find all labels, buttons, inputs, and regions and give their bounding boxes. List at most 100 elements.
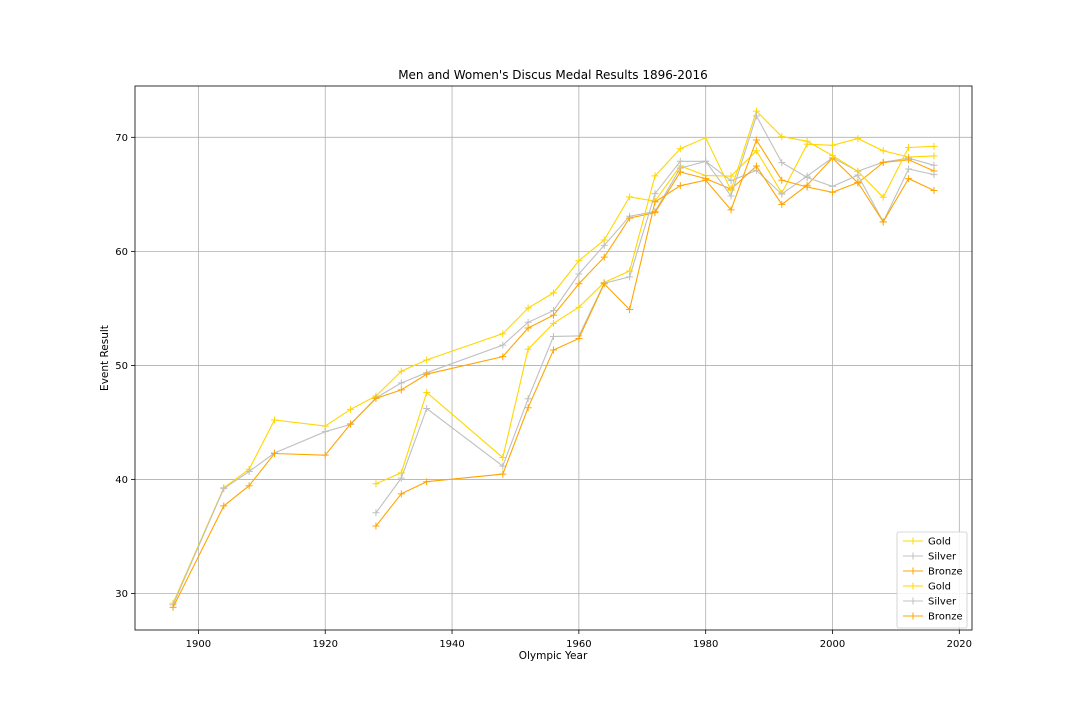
data-point xyxy=(626,193,634,201)
data-point xyxy=(423,478,431,486)
data-point xyxy=(727,177,735,185)
data-point xyxy=(271,416,278,424)
data-point xyxy=(575,280,583,288)
data-point xyxy=(752,162,760,170)
data-point xyxy=(321,428,329,436)
data-point xyxy=(575,270,583,278)
data-point xyxy=(930,152,938,160)
data-point xyxy=(499,341,507,349)
data-point xyxy=(752,112,760,120)
data-point xyxy=(676,145,684,153)
data-point xyxy=(550,332,557,340)
grid xyxy=(135,86,972,630)
x-tick-label: 1900 xyxy=(186,639,211,650)
series-women-gold xyxy=(372,107,938,488)
data-point xyxy=(397,386,405,394)
legend-item: Gold xyxy=(903,582,951,593)
data-point xyxy=(245,482,253,490)
data-point xyxy=(930,171,938,179)
data-point xyxy=(397,367,405,375)
x-axis-label: Olympic Year xyxy=(519,650,588,662)
data-point xyxy=(550,319,557,327)
legend: Gold Silver Bronze Gold Silver Bronze xyxy=(896,531,968,629)
legend-item: Bronze xyxy=(903,612,963,623)
x-tick-label: 2000 xyxy=(820,639,845,650)
x-tick-label: 1940 xyxy=(439,639,464,650)
plot-frame xyxy=(134,85,973,631)
data-point xyxy=(372,509,380,517)
data-point xyxy=(499,353,507,361)
data-point xyxy=(169,603,177,611)
series-line xyxy=(172,157,935,606)
data-point xyxy=(905,165,913,173)
y-tick-label: 30 xyxy=(115,589,128,600)
series-women-bronze xyxy=(372,136,938,530)
legend-marker xyxy=(909,537,917,545)
data-point xyxy=(829,152,836,160)
data-point xyxy=(220,502,228,510)
data-point xyxy=(930,186,938,194)
x-tick-label: 1920 xyxy=(313,639,338,650)
data-point xyxy=(575,257,583,265)
legend-marker xyxy=(909,552,917,560)
data-point xyxy=(676,157,684,165)
data-point xyxy=(423,370,431,378)
series-men-gold xyxy=(169,135,938,607)
data-point xyxy=(524,404,532,412)
data-point xyxy=(220,485,228,493)
data-point xyxy=(879,218,887,226)
data-point xyxy=(499,462,507,470)
chart-title: Men and Women's Discus Medal Results 189… xyxy=(398,68,708,82)
data-point xyxy=(879,159,887,167)
x-tick-label: 1960 xyxy=(566,639,591,650)
data-point xyxy=(905,156,913,164)
data-point xyxy=(778,159,786,167)
data-point xyxy=(879,193,887,201)
legend-item: Gold xyxy=(903,537,951,548)
data-point xyxy=(524,324,532,332)
data-point xyxy=(829,188,836,196)
data-point xyxy=(575,303,583,311)
data-point xyxy=(676,168,684,176)
legend-marker xyxy=(909,567,917,575)
data-point xyxy=(397,474,405,482)
series-line xyxy=(375,110,935,485)
data-point xyxy=(575,334,583,342)
data-point xyxy=(423,356,431,364)
data-point xyxy=(854,178,862,186)
y-tick-label: 60 xyxy=(115,247,128,258)
data-point xyxy=(550,346,557,354)
data-point xyxy=(702,134,710,142)
legend-item: Silver xyxy=(903,552,957,563)
y-axis-label: Event Result xyxy=(99,325,111,391)
data-point xyxy=(321,451,329,459)
data-point xyxy=(372,522,380,530)
data-point xyxy=(651,172,659,180)
data-point xyxy=(829,141,836,149)
series-line xyxy=(172,157,935,608)
y-tick-label: 70 xyxy=(115,133,128,144)
data-point xyxy=(347,420,355,428)
legend-label: Bronze xyxy=(928,612,963,623)
data-point xyxy=(600,253,608,261)
series-layer xyxy=(169,107,938,611)
data-point xyxy=(499,454,507,462)
x-tick-label: 1980 xyxy=(693,639,718,650)
data-point xyxy=(271,449,278,457)
legend-label: Bronze xyxy=(928,567,963,578)
data-point xyxy=(245,467,253,475)
data-point xyxy=(397,490,405,498)
data-point xyxy=(905,143,913,151)
legend-label: Silver xyxy=(928,597,957,608)
data-point xyxy=(550,289,557,297)
series-men-bronze xyxy=(169,154,938,611)
x-tick-label: 2020 xyxy=(947,639,972,650)
data-point xyxy=(854,171,862,179)
legend-label: Silver xyxy=(928,552,957,563)
data-point xyxy=(778,200,786,208)
legend-label: Gold xyxy=(928,537,951,548)
data-point xyxy=(372,480,380,488)
data-point xyxy=(879,147,887,155)
data-point xyxy=(397,379,405,387)
